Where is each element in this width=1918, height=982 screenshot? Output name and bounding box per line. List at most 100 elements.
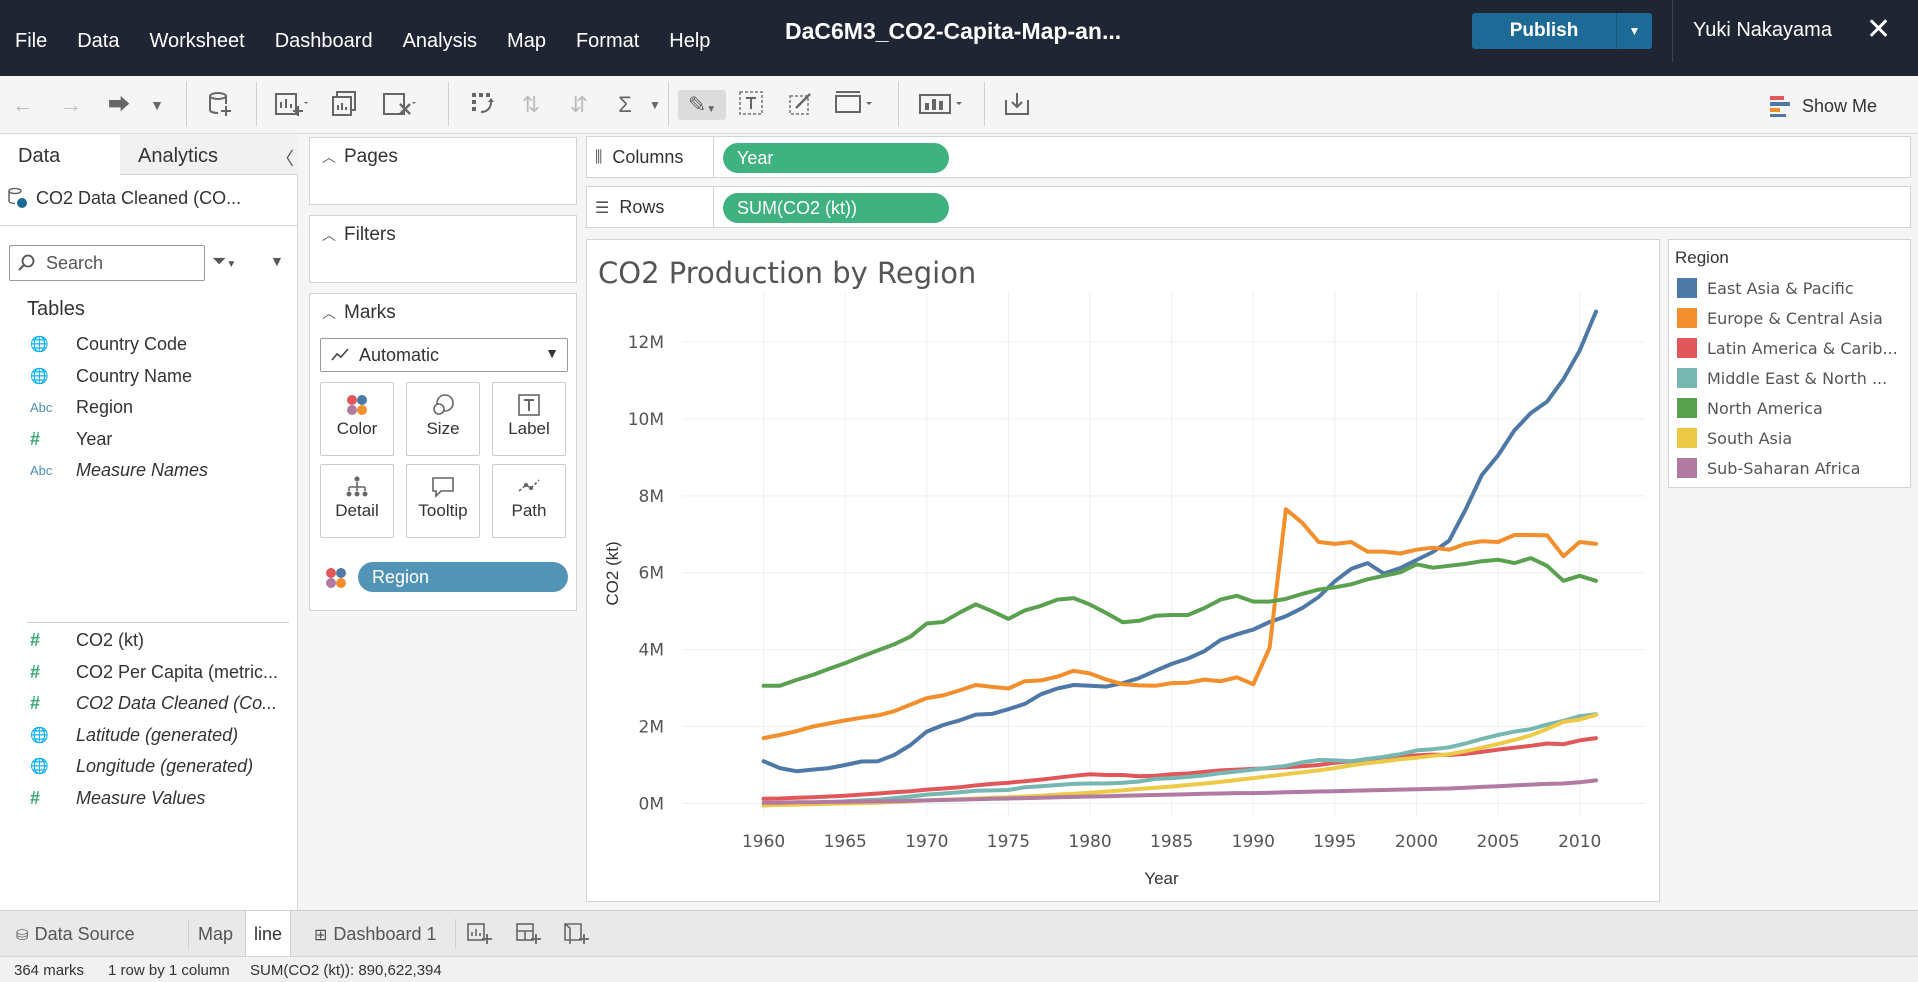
legend-item[interactable]: Sub-Saharan Africa [1677, 456, 1909, 480]
user-name[interactable]: Yuki Nakayama [1693, 19, 1832, 41]
presentation-mode-icon[interactable] [918, 90, 962, 120]
series-line[interactable] [761, 712, 1598, 808]
series-line[interactable] [761, 556, 1598, 688]
legend-item[interactable]: Latin America & Carib... [1677, 336, 1909, 360]
totals-dropdown-icon[interactable]: ▼ [649, 98, 661, 112]
field-co2-data-cleaned-count[interactable]: # CO2 Data Cleaned (Co... [30, 689, 277, 717]
series-line[interactable] [761, 507, 1598, 741]
path-button[interactable]: Path [492, 464, 566, 538]
new-story-icon[interactable] [563, 921, 589, 951]
tooltip-label: Tooltip [418, 501, 468, 520]
legend-item[interactable]: South Asia [1677, 426, 1909, 450]
new-dashboard-icon[interactable] [515, 921, 541, 951]
replay-dropdown-icon[interactable]: ▼ [150, 97, 164, 113]
new-datasource-icon[interactable] [205, 90, 235, 120]
format-workbook-icon[interactable] [786, 90, 816, 120]
field-country-name[interactable]: 🌐 Country Name [30, 362, 192, 390]
undo-icon[interactable]: ← [12, 92, 34, 117]
publish-dropdown-icon[interactable]: ▼ [1616, 13, 1652, 49]
tab-map[interactable]: Map [198, 924, 234, 944]
redo-icon[interactable]: → [60, 92, 82, 117]
string-type-icon: Abc [30, 462, 53, 478]
download-icon[interactable] [1002, 90, 1032, 120]
sort-ascending-icon[interactable]: ⇅ [521, 92, 541, 117]
series-line[interactable] [761, 309, 1598, 774]
search-input[interactable]: Search [9, 245, 205, 281]
chevron-up-icon[interactable]: ︿ [322, 305, 336, 321]
swap-rows-columns-icon[interactable] [468, 90, 498, 120]
detail-label: Detail [335, 501, 379, 520]
color-button[interactable]: Color [320, 382, 394, 456]
field-measure-names[interactable]: Abc Measure Names [30, 456, 208, 484]
menu-file[interactable]: File [15, 30, 48, 52]
menu-analysis[interactable]: Analysis [402, 30, 478, 52]
y-axis-title: CO2 (kt) [603, 541, 622, 605]
detail-button[interactable]: Detail [320, 464, 394, 538]
field-co2-per-capita[interactable]: # CO2 Per Capita (metric... [30, 658, 278, 686]
menu-map[interactable]: Map [507, 30, 546, 52]
y-tick-label: 4M [639, 641, 664, 661]
y-tick-label: 0M [639, 794, 664, 814]
columns-label: Columns [612, 147, 684, 167]
field-label: Year [76, 428, 113, 449]
sort-descending-icon[interactable]: ⇵ [569, 92, 589, 117]
sum-co2-pill[interactable]: SUM(CO2 (kt)) [723, 193, 949, 223]
number-type-icon: # [30, 787, 41, 808]
legend-item[interactable]: East Asia & Pacific [1677, 276, 1909, 300]
globe-icon: 🌐 [30, 758, 49, 775]
tab-dashboard-1[interactable]: ⊞ Dashboard 1 [306, 911, 444, 957]
tab-data[interactable]: Data [0, 135, 120, 175]
year-pill[interactable]: Year [723, 143, 949, 173]
tab-data-source[interactable]: ⛁ Data Source [8, 911, 143, 957]
globe-icon: 🌐 [30, 336, 49, 353]
replay-icon[interactable]: ⮕ [107, 92, 130, 117]
new-worksheet-icon[interactable] [274, 90, 308, 120]
legend-item[interactable]: North America [1677, 396, 1909, 420]
new-worksheet-icon[interactable] [466, 921, 492, 951]
pages-card[interactable]: ︿ Pages [309, 137, 577, 205]
chevron-up-icon[interactable]: ︿ [322, 227, 336, 243]
show-mark-labels-icon[interactable] [736, 90, 766, 120]
field-co2-kt[interactable]: # CO2 (kt) [30, 626, 144, 654]
legend-item[interactable]: Middle East & North ... [1677, 366, 1909, 390]
chevron-up-icon[interactable]: ︿ [322, 149, 336, 165]
series-line[interactable] [761, 736, 1598, 801]
pane-menu-dropdown-icon[interactable]: ▼ [270, 253, 284, 269]
collapse-pane-icon[interactable]: 〈 [276, 149, 294, 169]
totals-icon[interactable]: Σ [618, 92, 632, 117]
tab-line[interactable]: line [245, 911, 292, 957]
line-chart[interactable]: 1960 1965 1970 1975 1980 1985 1990 1995 2000 2005… [587, 240, 1661, 903]
show-me-button[interactable]: Show Me [1770, 95, 1877, 117]
legend-swatch [1677, 458, 1697, 478]
publish-button[interactable]: Publish [1509, 20, 1579, 41]
series-line[interactable] [761, 778, 1598, 805]
duplicate-sheet-icon[interactable] [330, 90, 360, 120]
tooltip-button[interactable]: Tooltip [406, 464, 480, 538]
status-bar: 364 marks 1 row by 1 column SUM(CO2 (kt)… [0, 956, 1918, 982]
datasource-item[interactable]: CO2 Data Cleaned (CO... [6, 187, 241, 209]
label-button[interactable]: Label [492, 382, 566, 456]
dropdown-arrow-icon: ▼ [545, 345, 559, 361]
field-longitude[interactable]: 🌐 Longitude (generated) [30, 752, 253, 780]
size-button[interactable]: Size [406, 382, 480, 456]
field-country-code[interactable]: 🌐 Country Code [30, 330, 187, 358]
menu-dashboard[interactable]: Dashboard [274, 30, 373, 52]
close-icon[interactable]: ✕ [1866, 13, 1892, 46]
legend-item[interactable]: Europe & Central Asia [1677, 306, 1909, 330]
menu-worksheet[interactable]: Worksheet [149, 30, 245, 52]
menu-help[interactable]: Help [669, 30, 711, 52]
mark-type-dropdown[interactable]: Automatic ▼ [320, 338, 568, 372]
clear-sheet-icon[interactable] [382, 90, 416, 120]
region-color-pill[interactable]: Region [358, 562, 568, 592]
filters-card[interactable]: ︿ Filters [309, 215, 577, 283]
fit-icon[interactable] [834, 90, 872, 120]
highlight-icon[interactable]: ✎▼ [678, 90, 726, 120]
field-latitude[interactable]: 🌐 Latitude (generated) [30, 721, 238, 749]
tab-analytics[interactable]: Analytics [120, 135, 298, 175]
field-region[interactable]: Abc Region [30, 393, 133, 421]
filter-icon[interactable]: ⏷▼ [212, 251, 237, 271]
field-measure-values[interactable]: # Measure Values [30, 784, 205, 812]
menu-data[interactable]: Data [77, 30, 120, 52]
field-year[interactable]: # Year [30, 425, 112, 453]
menu-format[interactable]: Format [575, 30, 640, 52]
